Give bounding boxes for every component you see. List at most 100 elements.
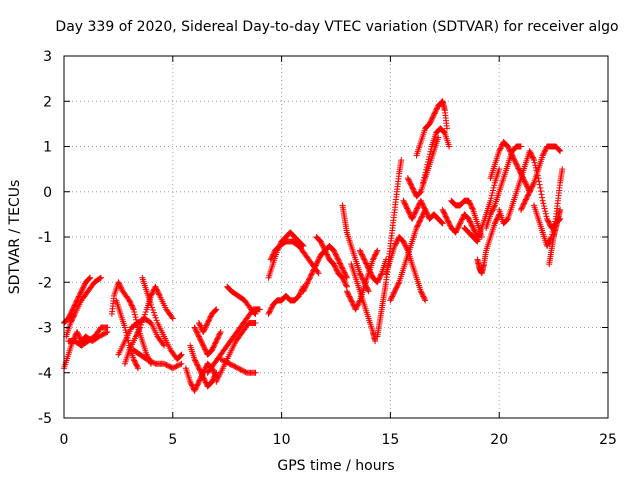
data-point	[150, 309, 157, 316]
data-track	[113, 297, 141, 372]
data-point	[466, 217, 473, 224]
data-point	[132, 333, 139, 340]
data-point	[203, 321, 210, 328]
data-point	[394, 283, 401, 290]
data-point	[418, 199, 425, 206]
data-point	[518, 205, 525, 212]
data-point	[547, 236, 554, 243]
data-point	[336, 259, 343, 266]
data-point	[356, 298, 363, 305]
x-tick-label: 0	[60, 432, 69, 448]
data-point	[360, 276, 367, 283]
data-point	[210, 343, 217, 350]
data-point	[417, 189, 424, 196]
data-point	[540, 149, 547, 156]
data-point	[542, 210, 549, 217]
data-point	[420, 204, 427, 211]
data-point	[392, 240, 399, 247]
data-point	[319, 241, 326, 248]
data-point	[252, 319, 259, 326]
data-point	[138, 321, 145, 328]
data-point	[487, 211, 494, 218]
data-point	[426, 151, 433, 158]
data-point	[491, 203, 498, 210]
data-point	[445, 218, 452, 225]
data-point	[357, 248, 364, 255]
data-point	[395, 280, 402, 287]
data-point	[524, 192, 531, 199]
data-point	[442, 212, 449, 219]
data-point	[508, 151, 515, 158]
data-point	[521, 178, 528, 185]
x-tick-label: 25	[599, 432, 617, 448]
data-point	[334, 255, 341, 262]
data-point	[363, 260, 370, 267]
data-point	[468, 202, 475, 209]
data-point	[458, 216, 465, 223]
data-point	[194, 330, 201, 337]
data-point	[360, 255, 367, 262]
data-point	[405, 208, 412, 215]
data-point	[466, 200, 473, 207]
data-point	[467, 201, 474, 208]
data-point	[377, 272, 384, 279]
data-point	[266, 308, 273, 315]
data-point	[508, 149, 515, 156]
data-point	[506, 147, 513, 154]
data-point	[202, 379, 209, 386]
data-point	[490, 204, 497, 211]
data-point	[516, 166, 523, 173]
data-point	[134, 330, 141, 337]
data-point	[153, 286, 160, 293]
data-point	[153, 317, 160, 324]
data-point	[148, 291, 155, 298]
data-point	[452, 229, 459, 236]
data-point	[421, 205, 428, 212]
data-point	[192, 325, 199, 332]
data-point	[467, 219, 474, 226]
data-point	[128, 301, 135, 308]
y-tick-label: 1	[43, 140, 52, 156]
data-point	[195, 365, 202, 372]
data-point	[300, 287, 307, 294]
data-point	[421, 174, 428, 181]
data-point	[265, 310, 272, 317]
data-point	[409, 215, 416, 222]
data-point	[212, 340, 219, 347]
data-point	[527, 150, 534, 157]
data-point	[378, 271, 385, 278]
data-point	[65, 315, 72, 322]
data-point	[415, 221, 422, 228]
data-point	[71, 302, 78, 309]
data-point	[340, 277, 347, 284]
data-point	[211, 341, 218, 348]
data-point	[70, 313, 77, 320]
data-point	[541, 205, 548, 212]
data-point	[417, 288, 424, 295]
data-point	[491, 182, 498, 189]
data-point	[202, 346, 209, 353]
data-point	[321, 246, 328, 253]
data-point	[363, 261, 370, 268]
data-point	[307, 272, 314, 279]
data-point	[439, 220, 446, 227]
data-point	[414, 222, 421, 229]
data-point	[488, 195, 495, 202]
data-track	[517, 143, 564, 213]
data-point	[470, 224, 477, 231]
data-point	[213, 369, 220, 376]
data-point	[415, 219, 422, 226]
data-point	[420, 294, 427, 301]
data-point	[524, 193, 531, 200]
data-point	[354, 302, 361, 309]
data-point	[419, 213, 426, 220]
data-point	[256, 306, 263, 313]
data-series	[61, 98, 566, 394]
data-point	[496, 166, 503, 173]
data-point	[296, 291, 303, 298]
data-track	[217, 356, 259, 376]
data-point	[317, 238, 324, 245]
y-tick-label: -4	[38, 366, 52, 382]
data-point	[434, 105, 441, 112]
data-point	[200, 374, 207, 381]
